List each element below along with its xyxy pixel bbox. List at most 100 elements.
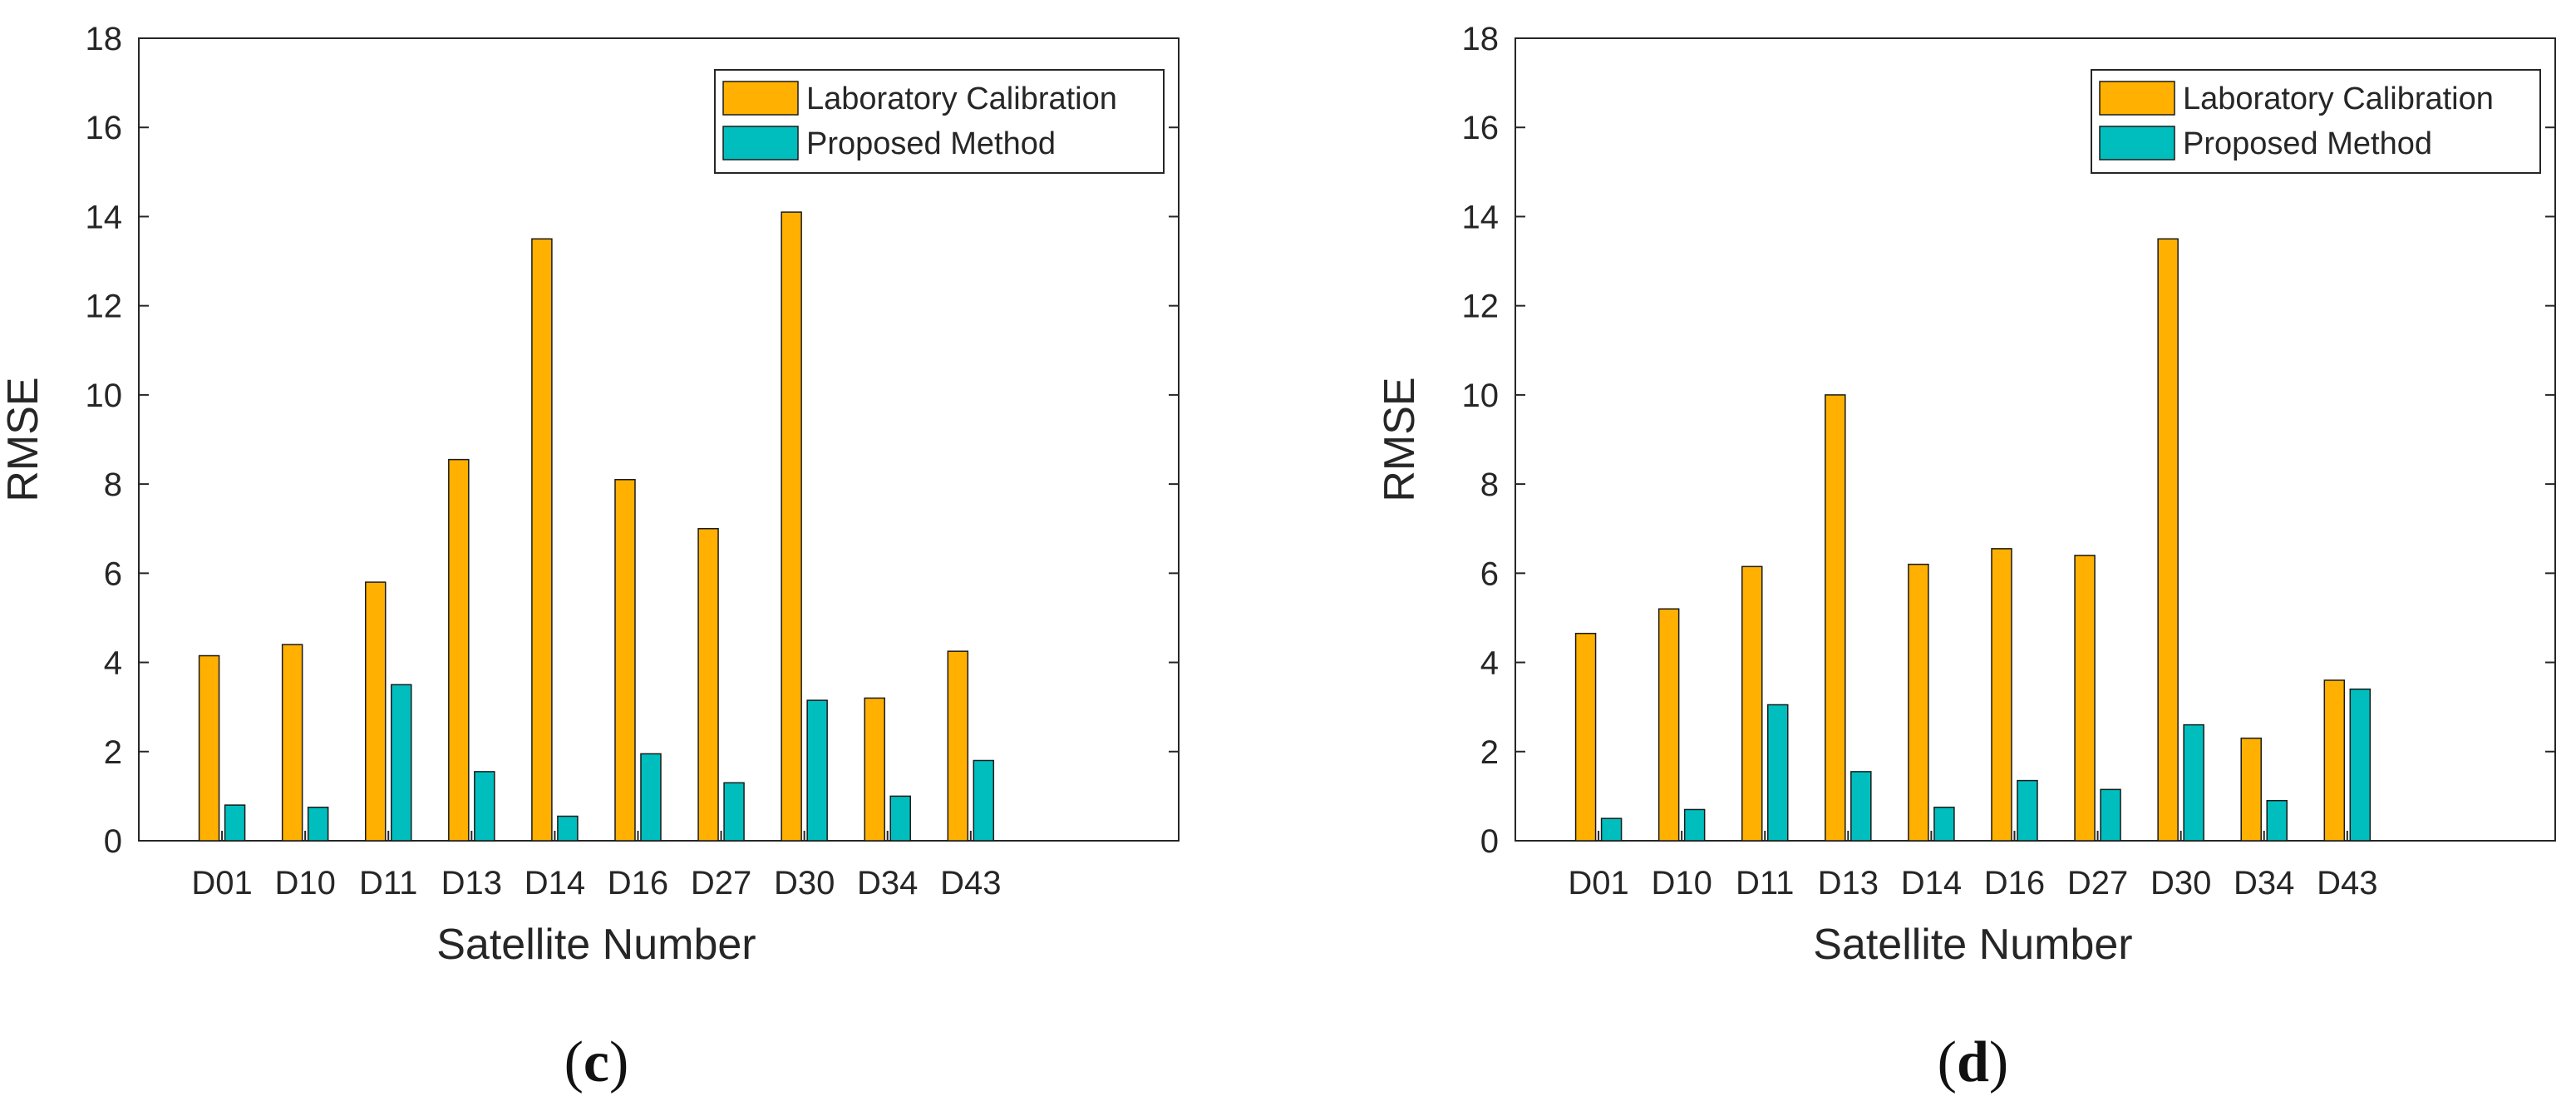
y-axis-ticks: 0 2 4 6 8 10 12 14 16 18 xyxy=(86,21,1179,860)
y-tick-label: 18 xyxy=(86,21,123,57)
bar-laboratory-calibration-d13 xyxy=(448,458,470,842)
y-tick-label: 10 xyxy=(86,378,123,414)
x-tick-label: D11 xyxy=(1736,865,1794,901)
y-tick-label: 4 xyxy=(104,645,122,682)
y-tick-label: 14 xyxy=(86,199,123,235)
bar-laboratory-calibration-d13 xyxy=(1825,394,1846,842)
y-tick-label: 10 xyxy=(1462,378,1500,414)
legend-label-proposed-method: Proposed Method xyxy=(806,126,1056,161)
x-tick-label: D01 xyxy=(191,865,252,901)
x-tick-label: D10 xyxy=(274,865,335,901)
y-tick-label: 0 xyxy=(1480,823,1499,860)
bar-proposed-method-d34 xyxy=(2266,800,2288,842)
legend-swatch-proposed-method xyxy=(722,126,799,160)
bar-proposed-method-d11 xyxy=(1766,704,1789,842)
x-axis-label: Satellite Number xyxy=(1813,921,2132,969)
panel-label: (d) xyxy=(1938,1030,2009,1094)
bar-proposed-method-d27 xyxy=(723,782,745,842)
bar-laboratory-calibration-d11 xyxy=(364,581,387,842)
x-tick-label: D43 xyxy=(2317,865,2377,901)
bar-laboratory-calibration-d34 xyxy=(864,697,885,842)
y-tick-label: 16 xyxy=(86,110,123,146)
bar-laboratory-calibration-d30 xyxy=(781,211,802,842)
bar-laboratory-calibration-d11 xyxy=(1741,565,1763,842)
x-tick-label: D10 xyxy=(1651,865,1712,901)
bar-proposed-method-d10 xyxy=(307,807,329,842)
legend-label-laboratory-calibration: Laboratory Calibration xyxy=(2183,81,2494,116)
bar-proposed-method-d14 xyxy=(1933,807,1955,842)
bar-proposed-method-d01 xyxy=(1600,817,1623,842)
bars xyxy=(1574,238,2372,842)
bar-proposed-method-d14 xyxy=(557,815,579,842)
bar-proposed-method-d16 xyxy=(2017,779,2038,842)
bar-laboratory-calibration-d30 xyxy=(2157,238,2179,842)
panel-label: (c) xyxy=(564,1030,629,1094)
bar-laboratory-calibration-d01 xyxy=(198,654,220,842)
x-tick-label: D11 xyxy=(359,865,417,901)
x-tick-label: D30 xyxy=(2150,865,2211,901)
y-tick-label: 16 xyxy=(1462,110,1500,146)
x-tick-label: D34 xyxy=(2234,865,2294,901)
y-axis-ticks: 0 2 4 6 8 10 12 14 16 18 xyxy=(1462,21,2555,860)
x-tick-label: D01 xyxy=(1568,865,1628,901)
bar-proposed-method-d30 xyxy=(806,699,828,842)
y-axis-label: RMSE xyxy=(1376,377,1424,501)
bar-proposed-method-d27 xyxy=(2100,788,2121,842)
bar-laboratory-calibration-d27 xyxy=(2074,555,2096,842)
y-tick-label: 12 xyxy=(1462,289,1500,325)
y-tick-label: 0 xyxy=(104,823,122,860)
legend-label-proposed-method: Proposed Method xyxy=(2183,126,2432,161)
bar-laboratory-calibration-d01 xyxy=(1574,632,1597,842)
x-tick-label: D16 xyxy=(1984,865,2045,901)
legend: Laboratory Calibration Proposed Method xyxy=(2091,69,2541,174)
x-tick-label: D13 xyxy=(1818,865,1879,901)
bar-proposed-method-d43 xyxy=(973,759,995,842)
x-tick-label: D30 xyxy=(774,865,835,901)
x-tick-label: D43 xyxy=(940,865,1001,901)
bar-laboratory-calibration-d16 xyxy=(1991,548,2012,842)
y-tick-label: 18 xyxy=(1462,21,1500,57)
bar-proposed-method-d43 xyxy=(2349,688,2372,842)
legend: Laboratory Calibration Proposed Method xyxy=(714,69,1165,174)
bar-proposed-method-d13 xyxy=(474,771,495,842)
y-tick-label: 6 xyxy=(104,556,122,592)
legend-swatch-laboratory-calibration xyxy=(722,81,799,116)
x-tick-label: D27 xyxy=(2067,865,2128,901)
bar-proposed-method-d34 xyxy=(889,795,911,842)
chart-panel-c: 0 2 4 6 8 10 12 14 16 18 D01 D10 D11 D13 D14 D16 D27 D30… xyxy=(0,21,1180,1094)
y-tick-label: 2 xyxy=(1480,734,1499,771)
x-axis-ticks: D01 D10 D11 D13 D14 D16 D27 D30 D34 D43 xyxy=(1568,831,2377,901)
bar-laboratory-calibration-d10 xyxy=(1657,608,1680,842)
bar-laboratory-calibration-d14 xyxy=(531,238,553,842)
bar-laboratory-calibration-d14 xyxy=(1908,563,1929,842)
bar-proposed-method-d30 xyxy=(2183,723,2204,842)
bar-proposed-method-d11 xyxy=(390,684,412,842)
bar-laboratory-calibration-d34 xyxy=(2240,737,2262,842)
x-tick-label: D14 xyxy=(525,865,585,901)
y-tick-label: 14 xyxy=(1462,199,1500,235)
bar-proposed-method-d13 xyxy=(1850,771,1872,842)
y-tick-label: 4 xyxy=(1480,645,1499,682)
x-axis-ticks: D01 D10 D11 D13 D14 D16 D27 D30 D34 D43 xyxy=(191,831,1001,901)
y-tick-label: 12 xyxy=(86,289,123,325)
x-tick-label: D34 xyxy=(857,865,918,901)
legend-label-laboratory-calibration: Laboratory Calibration xyxy=(806,81,1117,116)
x-axis-label: Satellite Number xyxy=(436,921,756,969)
bar-laboratory-calibration-d43 xyxy=(947,650,969,842)
bars xyxy=(198,211,995,842)
y-tick-label: 2 xyxy=(104,734,122,771)
x-tick-label: D16 xyxy=(608,865,668,901)
y-tick-label: 6 xyxy=(1480,556,1499,592)
chart-panel-d: 0 2 4 6 8 10 12 14 16 18 D01 D10 D11 D13 D14 D16 D27 D30… xyxy=(1376,21,2556,1094)
legend-swatch-proposed-method xyxy=(2099,126,2175,160)
bar-laboratory-calibration-d43 xyxy=(2323,679,2346,842)
bar-laboratory-calibration-d10 xyxy=(281,644,303,842)
x-tick-label: D13 xyxy=(441,865,502,901)
bar-proposed-method-d16 xyxy=(640,753,662,842)
bar-proposed-method-d01 xyxy=(224,804,246,842)
y-axis-label: RMSE xyxy=(0,377,47,501)
bar-laboratory-calibration-d16 xyxy=(614,479,636,842)
y-tick-label: 8 xyxy=(1480,467,1499,503)
x-tick-label: D27 xyxy=(691,865,751,901)
bar-laboratory-calibration-d27 xyxy=(697,527,719,842)
